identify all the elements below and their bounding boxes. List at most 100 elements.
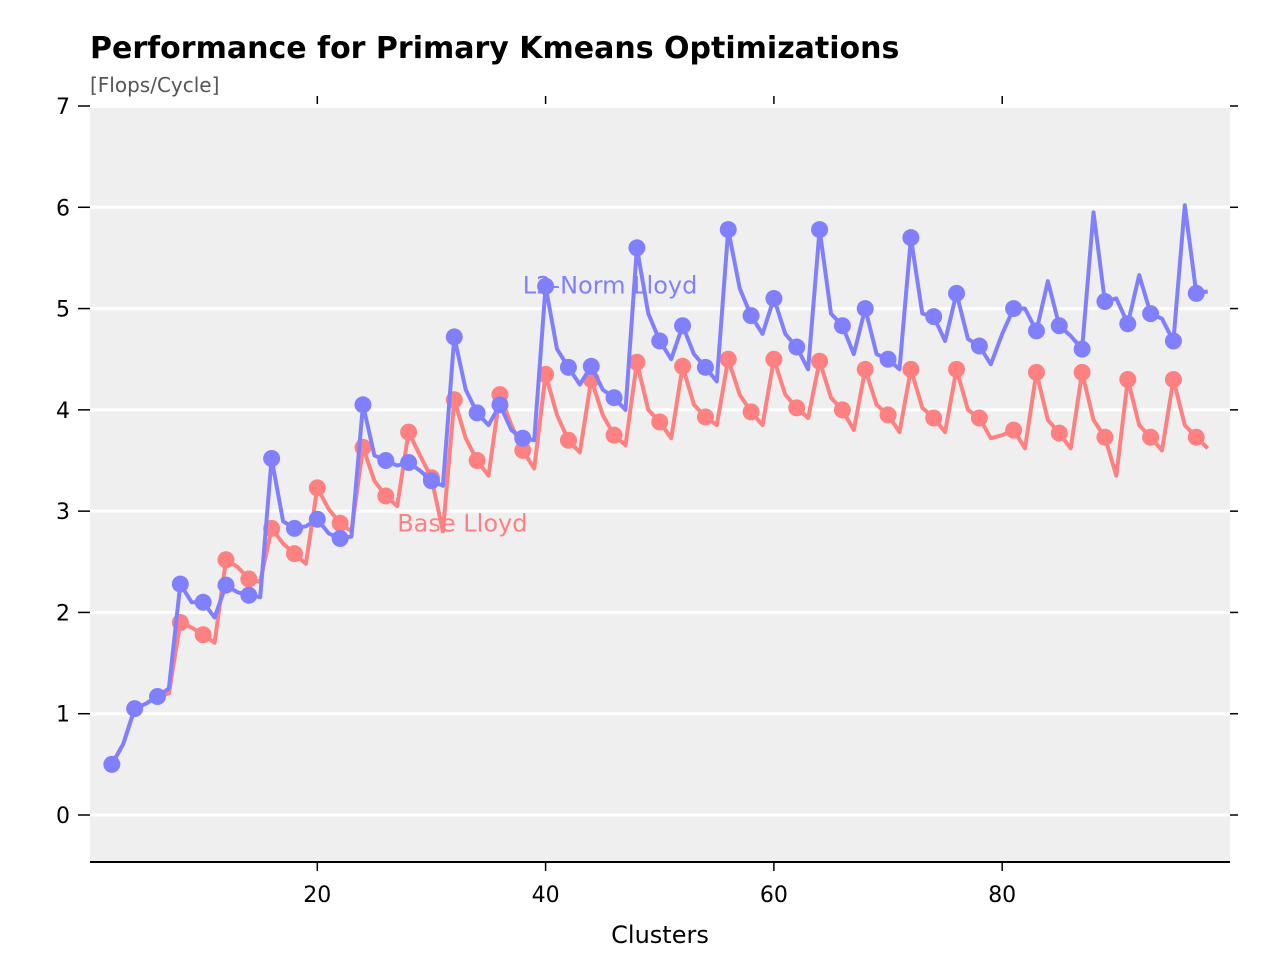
data-point-l2-norm-lloyd bbox=[514, 429, 532, 447]
data-point-l2-norm-lloyd bbox=[537, 277, 555, 295]
data-point-l2-norm-lloyd bbox=[400, 454, 418, 472]
data-point-l2-norm-lloyd bbox=[240, 586, 258, 604]
data-point-base-lloyd bbox=[742, 403, 760, 421]
series-label-base-lloyd: Base Lloyd bbox=[397, 509, 527, 537]
data-point-l2-norm-lloyd bbox=[902, 229, 920, 247]
data-point-base-lloyd bbox=[788, 399, 806, 417]
series-l2-norm-lloyd bbox=[103, 203, 1209, 773]
data-point-l2-norm-lloyd bbox=[925, 308, 943, 326]
y-tick-label: 1 bbox=[56, 703, 70, 728]
data-point-base-lloyd bbox=[1073, 363, 1091, 381]
data-point-base-lloyd bbox=[1164, 370, 1182, 388]
data-point-l2-norm-lloyd bbox=[217, 576, 235, 594]
data-point-base-lloyd bbox=[628, 353, 646, 371]
series-base-lloyd bbox=[110, 350, 1210, 766]
data-point-l2-norm-lloyd bbox=[879, 350, 897, 368]
data-point-base-lloyd bbox=[1119, 370, 1137, 388]
data-point-base-lloyd bbox=[514, 441, 532, 459]
y-tick-label: 2 bbox=[56, 601, 70, 626]
data-point-l2-norm-lloyd bbox=[605, 389, 623, 407]
data-point-l2-norm-lloyd bbox=[651, 332, 669, 350]
data-point-l2-norm-lloyd bbox=[103, 755, 121, 773]
data-point-l2-norm-lloyd bbox=[1005, 300, 1023, 318]
x-tick-label: 60 bbox=[760, 883, 788, 908]
data-point-base-lloyd bbox=[559, 431, 577, 449]
data-point-l2-norm-lloyd bbox=[742, 307, 760, 325]
data-point-l2-norm-lloyd bbox=[765, 289, 783, 307]
data-point-base-lloyd bbox=[696, 408, 714, 426]
y-tick-label: 7 bbox=[56, 95, 70, 120]
data-point-base-lloyd bbox=[833, 401, 851, 419]
data-point-base-lloyd bbox=[308, 479, 326, 497]
data-point-l2-norm-lloyd bbox=[1096, 292, 1114, 310]
chart-title: Performance for Primary Kmeans Optimizat… bbox=[90, 31, 899, 66]
data-point-l2-norm-lloyd bbox=[582, 357, 600, 375]
y-tick-label: 6 bbox=[56, 196, 70, 221]
x-tick-label: 80 bbox=[988, 883, 1016, 908]
data-point-l2-norm-lloyd bbox=[628, 239, 646, 257]
axis-ticks: 0 1 2 3 4 5 6 7 20 40 60 80 bbox=[56, 95, 1238, 908]
data-point-l2-norm-lloyd bbox=[171, 575, 189, 593]
data-point-base-lloyd bbox=[285, 545, 303, 563]
data-point-l2-norm-lloyd bbox=[194, 593, 212, 611]
data-point-base-lloyd bbox=[651, 413, 669, 431]
data-point-l2-norm-lloyd bbox=[308, 510, 326, 528]
data-point-l2-norm-lloyd bbox=[856, 300, 874, 318]
x-tick-label: 40 bbox=[532, 883, 560, 908]
data-point-l2-norm-lloyd bbox=[445, 328, 463, 346]
data-point-l2-norm-lloyd bbox=[833, 317, 851, 335]
data-point-base-lloyd bbox=[468, 452, 486, 469]
data-point-base-lloyd bbox=[765, 350, 783, 368]
data-point-base-lloyd bbox=[400, 423, 418, 441]
data-point-base-lloyd bbox=[948, 360, 966, 378]
data-point-base-lloyd bbox=[194, 626, 212, 644]
data-point-l2-norm-lloyd bbox=[263, 449, 281, 467]
data-point-base-lloyd bbox=[1050, 424, 1068, 442]
series-layer bbox=[103, 203, 1210, 773]
data-point-l2-norm-lloyd bbox=[354, 396, 372, 414]
y-tick-label: 0 bbox=[56, 804, 70, 829]
data-point-l2-norm-lloyd bbox=[811, 221, 829, 239]
series-label-l2-norm-lloyd: L2-Norm Lloyd bbox=[523, 271, 698, 299]
data-point-l2-norm-lloyd bbox=[1027, 322, 1045, 340]
data-point-l2-norm-lloyd bbox=[377, 452, 395, 469]
data-point-l2-norm-lloyd bbox=[126, 700, 144, 718]
chart-subtitle: [Flops/Cycle] bbox=[90, 73, 219, 97]
data-point-l2-norm-lloyd bbox=[788, 338, 806, 356]
data-point-base-lloyd bbox=[1005, 421, 1023, 439]
data-point-base-lloyd bbox=[811, 352, 829, 370]
data-point-l2-norm-lloyd bbox=[422, 472, 440, 490]
data-point-l2-norm-lloyd bbox=[331, 529, 349, 547]
data-point-base-lloyd bbox=[1096, 428, 1114, 446]
data-point-base-lloyd bbox=[856, 360, 874, 378]
x-axis-label: Clusters bbox=[611, 921, 709, 949]
data-point-l2-norm-lloyd bbox=[1073, 340, 1091, 358]
data-point-l2-norm-lloyd bbox=[1119, 315, 1137, 333]
data-point-base-lloyd bbox=[674, 357, 692, 375]
data-point-l2-norm-lloyd bbox=[674, 317, 692, 335]
data-point-l2-norm-lloyd bbox=[948, 284, 966, 302]
data-point-base-lloyd bbox=[377, 487, 395, 505]
plot-area bbox=[90, 108, 1230, 863]
y-tick-label: 4 bbox=[56, 399, 70, 424]
data-point-l2-norm-lloyd bbox=[970, 337, 988, 355]
x-tick-label: 20 bbox=[303, 883, 331, 908]
data-point-base-lloyd bbox=[1187, 428, 1205, 446]
data-point-base-lloyd bbox=[1142, 428, 1160, 446]
data-point-base-lloyd bbox=[1027, 363, 1045, 381]
data-point-l2-norm-lloyd bbox=[719, 221, 737, 239]
annotations: L2-Norm Lloyd Base Lloyd bbox=[397, 271, 697, 537]
data-point-l2-norm-lloyd bbox=[468, 404, 486, 422]
data-point-base-lloyd bbox=[240, 570, 258, 588]
data-point-base-lloyd bbox=[879, 406, 897, 424]
data-point-l2-norm-lloyd bbox=[559, 358, 577, 376]
data-point-base-lloyd bbox=[331, 514, 349, 532]
data-point-l2-norm-lloyd bbox=[491, 396, 509, 414]
data-point-l2-norm-lloyd bbox=[1050, 317, 1068, 335]
data-point-base-lloyd bbox=[719, 350, 737, 368]
data-point-l2-norm-lloyd bbox=[148, 687, 166, 705]
data-point-base-lloyd bbox=[902, 360, 920, 378]
data-point-base-lloyd bbox=[605, 426, 623, 444]
data-point-base-lloyd bbox=[217, 551, 235, 569]
